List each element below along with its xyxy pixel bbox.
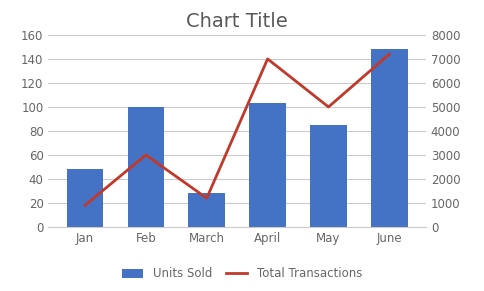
Bar [128, 107, 164, 227]
Title: Chart Title: Chart Title [186, 12, 288, 31]
Line: Total Transactions: Total Transactions [85, 54, 390, 205]
Total Transactions [143, 153, 149, 157]
Bar [67, 169, 103, 227]
Total Transactions [204, 196, 210, 200]
Bar [249, 103, 286, 227]
Total Transactions [387, 52, 393, 56]
Legend: Units Sold, Total Transactions: Units Sold, Total Transactions [117, 263, 367, 285]
Bar [310, 125, 347, 227]
Total Transactions [326, 105, 332, 109]
Bar [371, 49, 408, 227]
Total Transactions [265, 57, 271, 61]
Bar [188, 194, 225, 227]
Total Transactions [82, 204, 88, 207]
